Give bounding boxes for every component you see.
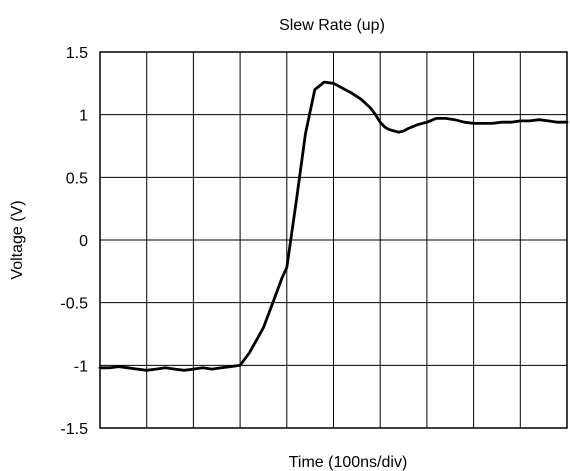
- y-tick-label: -1.5: [60, 421, 88, 438]
- grid-lines: [100, 52, 567, 428]
- y-axis-ticks: 1.5 1 0.5 0 -0.5 -1 -1.5: [60, 45, 88, 438]
- voltage-trace: [98, 80, 569, 372]
- y-tick-label: 1.5: [66, 45, 88, 62]
- chart-title: Slew Rate (up): [279, 17, 385, 34]
- x-axis-label: Time (100ns/div): [289, 454, 408, 471]
- y-tick-label: 1: [79, 108, 88, 125]
- y-tick-label: 0.5: [66, 170, 88, 187]
- y-tick-label: 0: [79, 233, 88, 250]
- plot-frame: [99, 51, 568, 429]
- y-tick-label: -1: [74, 358, 88, 375]
- y-tick-label: -0.5: [60, 296, 88, 313]
- y-axis-label: Voltage (V): [9, 200, 26, 279]
